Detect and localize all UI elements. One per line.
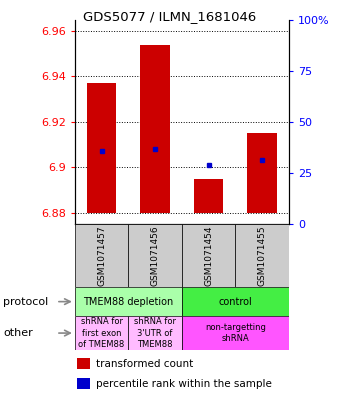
Text: GSM1071457: GSM1071457 xyxy=(97,225,106,286)
Bar xyxy=(182,224,235,287)
Bar xyxy=(182,287,289,316)
Bar xyxy=(77,378,90,389)
Bar xyxy=(235,224,289,287)
Text: other: other xyxy=(3,328,33,338)
Text: GSM1071455: GSM1071455 xyxy=(258,225,267,286)
Text: shRNA for
3'UTR of
TMEM88: shRNA for 3'UTR of TMEM88 xyxy=(134,318,176,349)
Bar xyxy=(129,316,182,350)
Bar xyxy=(194,178,223,213)
Text: percentile rank within the sample: percentile rank within the sample xyxy=(96,378,272,389)
Text: transformed count: transformed count xyxy=(96,359,193,369)
Text: GSM1071454: GSM1071454 xyxy=(204,225,213,286)
Text: control: control xyxy=(219,297,252,307)
Bar xyxy=(182,316,289,350)
Bar xyxy=(129,224,182,287)
Bar xyxy=(75,287,182,316)
Text: shRNA for
first exon
of TMEM88: shRNA for first exon of TMEM88 xyxy=(79,318,125,349)
Text: GDS5077 / ILMN_1681046: GDS5077 / ILMN_1681046 xyxy=(83,10,257,23)
Bar xyxy=(248,133,277,213)
Bar xyxy=(140,45,170,213)
Bar xyxy=(77,358,90,369)
Text: protocol: protocol xyxy=(3,297,49,307)
Bar xyxy=(75,316,129,350)
Text: TMEM88 depletion: TMEM88 depletion xyxy=(83,297,173,307)
Bar xyxy=(75,224,129,287)
Text: GSM1071456: GSM1071456 xyxy=(151,225,159,286)
Text: non-targetting
shRNA: non-targetting shRNA xyxy=(205,323,266,343)
Bar xyxy=(87,83,116,213)
